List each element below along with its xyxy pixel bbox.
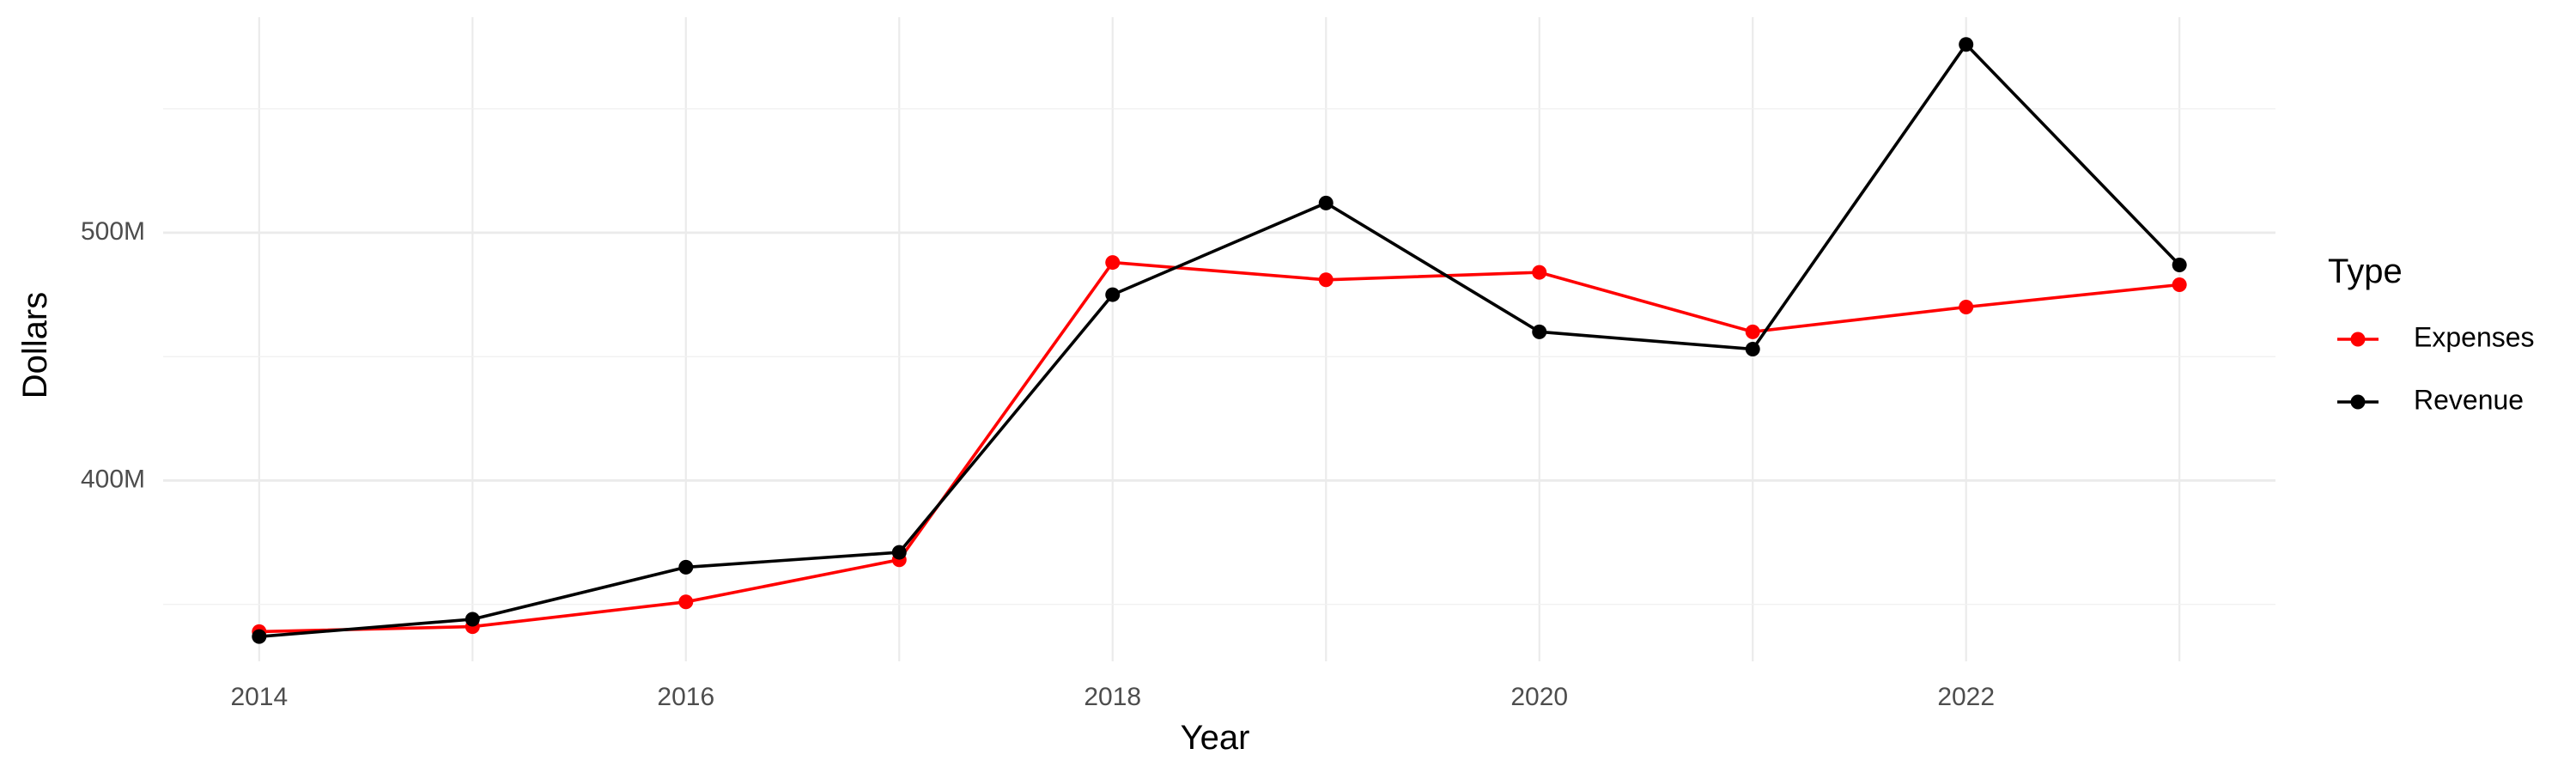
revenue-point <box>2172 257 2187 272</box>
x-tick-label: 2014 <box>230 683 288 711</box>
revenue-point <box>1105 287 1121 302</box>
legend: Type Expenses Revenue <box>2328 253 2535 415</box>
revenue-point <box>891 545 907 560</box>
revenue-point <box>252 629 267 644</box>
y-axis-title: Dollars <box>16 292 54 399</box>
grid-lines <box>163 17 2275 661</box>
expenses-point <box>2172 277 2187 293</box>
revenue-point <box>1532 324 1547 339</box>
revenue-point <box>465 612 480 627</box>
legend-items: Expenses Revenue <box>2337 321 2535 415</box>
expenses-point <box>1745 324 1760 339</box>
expenses-point <box>1532 265 1547 280</box>
x-tick-label: 2016 <box>657 683 714 711</box>
revenue-point <box>1745 342 1760 357</box>
legend-title: Type <box>2328 253 2403 290</box>
expenses-point <box>1105 255 1121 271</box>
expenses-line <box>258 260 2180 634</box>
x-tick-label: 2020 <box>1510 683 1568 711</box>
legend-key-point <box>2350 394 2366 410</box>
legend-label: Expenses <box>2414 321 2535 352</box>
legend-label: Revenue <box>2414 384 2524 415</box>
legend-item-expenses: Expenses <box>2337 321 2535 352</box>
legend-item-revenue: Revenue <box>2337 384 2524 415</box>
x-tick-label: 2022 <box>1937 683 1995 711</box>
revenue-point <box>1959 37 1974 52</box>
revenue-point <box>678 559 694 575</box>
expenses-point <box>1959 300 1974 314</box>
x-axis-title: Year <box>1181 719 1250 757</box>
expenses-point <box>678 594 694 610</box>
y-tick-label: 400M <box>81 465 145 493</box>
y-tick-label: 500M <box>81 217 145 246</box>
data-points <box>252 37 2187 644</box>
legend-key-point <box>2350 332 2366 347</box>
series-lines <box>258 42 2181 638</box>
revenue-point <box>1318 195 1334 210</box>
axis-labels: 2014 2016 2018 2020 2022 400M 500M <box>81 217 1995 711</box>
revenue-line <box>258 42 2181 638</box>
expenses-point <box>1318 272 1334 288</box>
x-tick-label: 2018 <box>1084 683 1141 711</box>
